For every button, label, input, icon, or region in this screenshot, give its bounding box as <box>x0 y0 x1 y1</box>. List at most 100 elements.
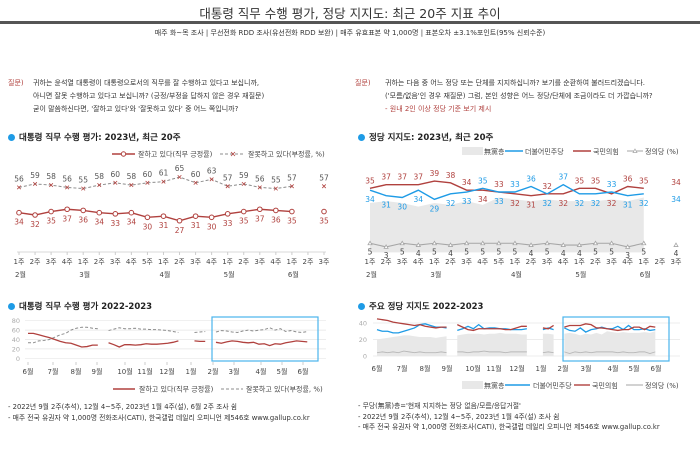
ppp-line <box>542 324 554 330</box>
disapproval-point-x-icon <box>225 184 230 189</box>
x-tick-label-week: 3주 <box>671 258 682 266</box>
disapproval-point-x-icon <box>97 183 102 188</box>
approval-data-label: 34 <box>94 218 104 227</box>
x-tick-label-week: 3주 <box>319 258 330 266</box>
unaffiliated-area <box>542 333 554 356</box>
justice-data-label: 5 <box>400 247 405 256</box>
justice-data-label: 4 <box>529 249 534 258</box>
justice-data-label: 5 <box>496 247 501 256</box>
disapproval-point-x-icon <box>129 183 134 188</box>
justice-data-label: 5 <box>641 247 646 256</box>
x-tick-label-week: 3주 <box>254 258 265 266</box>
legend-justice-label: 정의당 (%) <box>645 147 679 156</box>
x-tick-label-month: 4월 <box>256 367 267 376</box>
x-tick-label-month: 8월 <box>420 364 431 373</box>
approval-point <box>289 208 295 215</box>
bullet-dot-icon <box>8 133 15 141</box>
ppp-data-label: 35 <box>575 176 585 185</box>
disapproval-point-x-icon <box>321 184 327 189</box>
democratic-data-label: 33 <box>494 197 504 206</box>
section-title: 대통령 직무 수행 평가 2022-2023 <box>19 302 153 312</box>
justice-point-triangle-icon <box>608 240 615 246</box>
disapproval-point-x-icon <box>209 177 214 182</box>
approval-point <box>80 207 87 214</box>
question-note: - 원내 2인 이상 정당 기준 보기 제시 <box>385 105 492 113</box>
x-tick-label-month: 10월 <box>117 367 132 376</box>
x-tick-label-week: 2주 <box>381 258 392 266</box>
x-tick-label-month: 4월 <box>511 270 522 279</box>
ppp-line <box>369 180 644 197</box>
disapproval-point-x-icon <box>177 174 182 180</box>
approval-point <box>96 209 103 216</box>
democratic-data-label: 33 <box>607 180 617 189</box>
approval-point <box>321 208 327 215</box>
disapproval-data-label: 59 <box>239 171 249 180</box>
x-tick-label-week: 3주 <box>606 258 617 266</box>
disapproval-data-label: 60 <box>191 170 201 179</box>
disapproval-data-label: 56 <box>255 174 265 183</box>
approval-point <box>112 211 119 217</box>
justice-data-label: 5 <box>368 247 373 256</box>
x-tick-label-month: 5월 <box>575 270 586 279</box>
x-tick-label-week: 1주 <box>222 258 233 266</box>
justice-line <box>457 350 527 354</box>
justice-data-label: 5 <box>432 247 437 256</box>
justice-data-label: 5 <box>480 247 485 256</box>
justice-point-triangle-icon <box>592 240 599 246</box>
disapproval-data-label: 56 <box>14 174 24 183</box>
x-tick-label-week: 1주 <box>158 258 169 266</box>
approval-point <box>32 212 38 218</box>
recent-20-weeks-highlight-box <box>211 316 319 362</box>
x-tick-label-week: 2주 <box>174 258 185 266</box>
x-tick-label-month: 3월 <box>430 270 441 279</box>
approval-data-label: 35 <box>287 217 297 226</box>
y-tick-label: 60 <box>12 327 20 335</box>
x-tick-label-month: 7월 <box>48 367 59 376</box>
y-tick-label: 20 <box>359 336 367 344</box>
x-tick-label-week: 4주 <box>206 258 217 266</box>
x-tick-label-week: 3주 <box>46 258 57 266</box>
approval-point <box>48 208 54 215</box>
democratic-data-label: 32 <box>446 199 456 208</box>
y-tick-label: 0 <box>363 353 367 361</box>
democratic-data-label: 32 <box>591 199 601 208</box>
x-tick-label-month: 2월 <box>366 270 377 279</box>
ppp-line <box>457 324 527 332</box>
democratic-data-label: 33 <box>462 197 472 206</box>
x-tick-label-week: 4주 <box>558 258 569 266</box>
bullet-dot-icon <box>8 302 15 310</box>
approval-point <box>64 206 70 213</box>
democratic-data-label: 34 <box>414 195 424 204</box>
democratic-data-label: 34 <box>671 195 681 204</box>
approval-line <box>215 340 308 347</box>
approval-data-label: 37 <box>255 214 265 223</box>
justice-point-triangle-icon <box>528 242 534 247</box>
ppp-data-label: 39 <box>430 169 440 178</box>
ppp-data-label: 32 <box>510 199 520 208</box>
x-tick-label-week: 1주 <box>78 258 89 266</box>
x-tick-label-month: 6월 <box>298 367 309 376</box>
justice-line <box>564 351 656 354</box>
justice-data-label: 4 <box>674 249 679 258</box>
legend-approval-label: 잘하고 있다(직무 긍정률) <box>139 385 214 394</box>
approval-data-label: 33 <box>111 219 121 228</box>
approval-data-label: 31 <box>159 221 169 230</box>
democratic-line <box>542 327 554 331</box>
disapproval-data-label: 58 <box>127 172 137 181</box>
bullet-dot-icon <box>358 302 365 310</box>
x-tick-label-week: 1주 <box>638 258 649 266</box>
section-header-party-long: 주요 정당 지지도 2022-2023 <box>358 300 483 312</box>
disapproval-point-x-icon <box>32 181 38 187</box>
disapproval-point-x-icon <box>65 185 70 190</box>
democratic-data-label: 30 <box>397 203 407 212</box>
x-tick-label-week: 5주 <box>493 258 504 266</box>
x-tick-label-month: 6월 <box>288 270 299 279</box>
section-header-approval-20w: 대통령 직무 수행 평가: 2023년, 최근 20주 <box>8 131 181 143</box>
approval-data-label: 35 <box>239 217 249 226</box>
footnote: - 매주 전국 유권자 약 1,000명 전화조사(CATI), 한국갤럽 데일… <box>358 423 660 431</box>
ppp-data-label: 32 <box>542 182 552 191</box>
left-notes: - 2022년 9월 2주(추석), 12월 4~5주, 2023년 1월 4주… <box>8 402 310 423</box>
question-label: 질문) <box>8 79 24 87</box>
survey-method-subtitle: 매주 화~목 조사 | 무선전화 RDD 조사(유선전화 RDD 보완) | 매… <box>154 29 546 37</box>
democratic-data-label: 31 <box>381 201 391 210</box>
